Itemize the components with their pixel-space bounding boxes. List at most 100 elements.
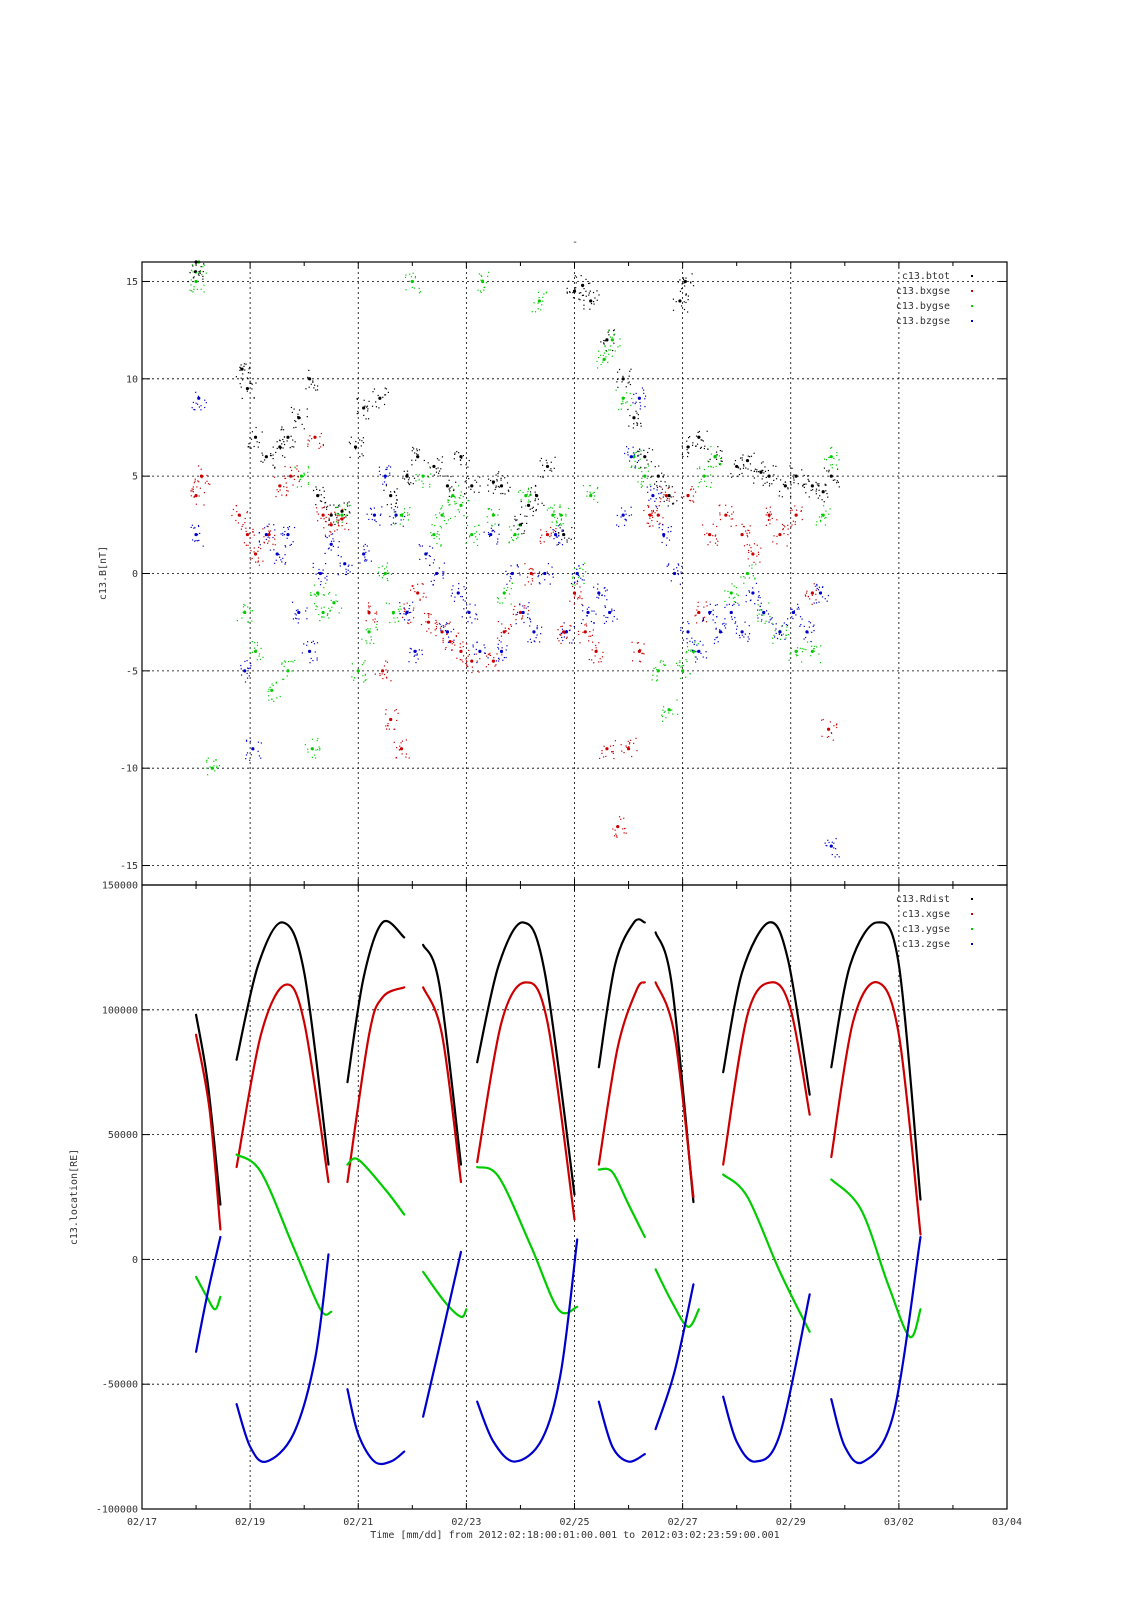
scatter-dot: [603, 342, 605, 344]
scatter-dot: [383, 574, 385, 577]
scatter-dot: [466, 516, 468, 518]
scatter-dot: [402, 525, 404, 527]
scatter-dot: [561, 625, 563, 627]
scatter-dot: [576, 580, 579, 582]
scatter-dot: [527, 488, 530, 490]
scatter-dot: [393, 741, 395, 743]
scatter-dot: [741, 523, 743, 525]
scatter-dot: [697, 605, 699, 608]
scatter-dot: [571, 573, 573, 575]
scatter-dot: [402, 516, 404, 518]
scatter-dot: [260, 757, 262, 759]
data-point: [551, 513, 555, 517]
scatter-dot: [690, 650, 692, 652]
scatter-dot: [331, 533, 334, 535]
scatter-dot: [650, 510, 653, 512]
scatter-dot: [622, 375, 624, 377]
scatter-dot: [484, 647, 486, 649]
scatter-dot: [373, 621, 376, 623]
scatter-dot: [715, 534, 717, 536]
scatter-dot: [410, 648, 413, 650]
scatter-dot: [341, 521, 343, 523]
scatter-dot: [506, 645, 508, 647]
data-point: [656, 513, 660, 517]
scatter-dot: [712, 466, 714, 469]
scatter-dot: [651, 679, 653, 681]
scatter-dot: [439, 512, 441, 514]
scatter-dot: [589, 282, 591, 284]
scatter-dot: [667, 526, 669, 529]
scatter-dot: [748, 633, 751, 635]
scatter-dot: [328, 535, 330, 537]
scatter-dot: [349, 512, 351, 514]
scatter-dot: [501, 475, 503, 477]
data-point: [378, 396, 382, 400]
scatter-dot: [381, 577, 384, 579]
scatter-dot: [422, 483, 424, 485]
scatter-dot: [264, 527, 266, 529]
scatter-dot: [460, 464, 462, 466]
scatter-dot: [666, 565, 668, 567]
scatter-dot: [496, 478, 498, 481]
scatter-dot: [739, 468, 742, 470]
scatter-dot: [635, 737, 637, 740]
scatter-dot: [825, 844, 827, 847]
scatter-dot: [636, 424, 638, 427]
scatter-dot: [767, 613, 770, 615]
scatter-dot: [339, 562, 341, 564]
bottom-panel-grid: [141, 884, 1008, 1510]
scatter-dot: [734, 621, 737, 623]
scatter-dot: [563, 537, 566, 539]
scatter-dot: [787, 487, 789, 489]
scatter-dot: [497, 524, 500, 526]
scatter-dot: [652, 516, 654, 518]
scatter-dot: [681, 288, 683, 290]
scatter-dot: [703, 468, 705, 471]
scatter-dot: [496, 637, 499, 639]
y-tick-label: -10: [120, 764, 138, 775]
scatter-dot: [836, 452, 838, 454]
scatter-dot: [316, 657, 318, 659]
legend-label: c13.ygse: [902, 924, 950, 935]
scatter-dot: [486, 655, 488, 657]
scatter-dot: [310, 383, 312, 385]
scatter-dot: [468, 654, 470, 656]
scatter-dot: [598, 594, 600, 596]
scatter-dot: [738, 474, 741, 476]
scatter-dot: [834, 479, 836, 481]
scatter-dot: [403, 610, 406, 612]
scatter-dot: [383, 481, 386, 483]
scatter-dot: [465, 658, 467, 660]
scatter-dot: [818, 483, 820, 485]
data-point: [829, 455, 833, 459]
scatter-dot: [750, 599, 752, 601]
data-point: [626, 747, 631, 751]
scatter-dot: [523, 607, 525, 609]
scatter-dot: [273, 700, 275, 702]
scatter-dot: [774, 630, 776, 632]
scatter-dot: [732, 518, 734, 520]
scatter-dot: [800, 624, 802, 626]
scatter-dot: [753, 543, 756, 545]
scatter-dot: [316, 642, 319, 644]
scatter-dot: [593, 491, 595, 494]
track-segment: [235, 1253, 330, 1464]
scatter-dot: [510, 625, 513, 627]
x-tick-label: 03/04: [992, 1517, 1022, 1528]
scatter-dot: [677, 573, 679, 576]
scatter-dot: [394, 710, 396, 712]
scatter-dot: [519, 525, 521, 527]
scatter-dot: [649, 484, 651, 486]
scatter-dot: [689, 673, 691, 675]
data-point: [470, 659, 474, 663]
scatter-dot: [627, 408, 629, 411]
data-point: [270, 688, 274, 692]
scatter-dot: [639, 650, 641, 652]
scatter-dot: [512, 572, 514, 574]
scatter-dot: [554, 516, 556, 519]
scatter-dot: [193, 527, 195, 529]
scatter-dot: [515, 614, 517, 616]
scatter-dot: [529, 508, 531, 510]
scatter-dot: [235, 376, 237, 378]
scatter-dot: [695, 435, 698, 437]
